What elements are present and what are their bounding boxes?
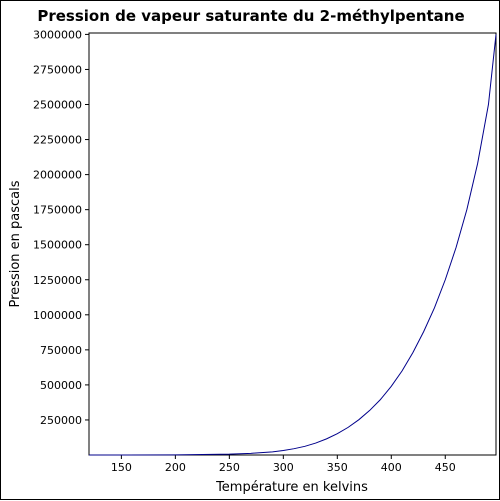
x-tick-label: 300	[273, 461, 294, 474]
x-axis: 150 200 250 300 350 400 450	[111, 455, 456, 474]
x-tick-label: 250	[219, 461, 240, 474]
x-axis-label: Température en kelvins	[215, 480, 368, 495]
chart-title: Pression de vapeur saturante du 2-méthyl…	[37, 7, 464, 25]
y-tick-label: 1250000	[33, 274, 82, 287]
x-tick-label: 350	[327, 461, 348, 474]
y-tick-label: 2000000	[33, 169, 82, 182]
y-tick-label: 2250000	[33, 134, 82, 147]
plot-area	[88, 32, 497, 456]
y-tick-label: 2750000	[33, 63, 82, 76]
y-tick-label: 1000000	[33, 309, 82, 322]
y-tick-label: 500000	[40, 379, 82, 392]
y-axis: 250000 500000 750000 1000000 1250000 1500000 1…	[33, 28, 89, 427]
y-tick-label: 250000	[40, 414, 82, 427]
x-tick-label: 200	[165, 461, 186, 474]
y-tick-label: 750000	[40, 344, 82, 357]
y-tick-label: 1500000	[33, 239, 82, 252]
y-tick-label: 3000000	[33, 28, 82, 41]
x-tick-label: 400	[381, 461, 402, 474]
series-line	[88, 34, 497, 456]
x-tick-label: 450	[435, 461, 456, 474]
x-tick-label: 150	[111, 461, 132, 474]
y-axis-label: Pression en pascals	[8, 180, 23, 307]
y-tick-label: 2500000	[33, 99, 82, 112]
y-tick-label: 1750000	[33, 204, 82, 217]
